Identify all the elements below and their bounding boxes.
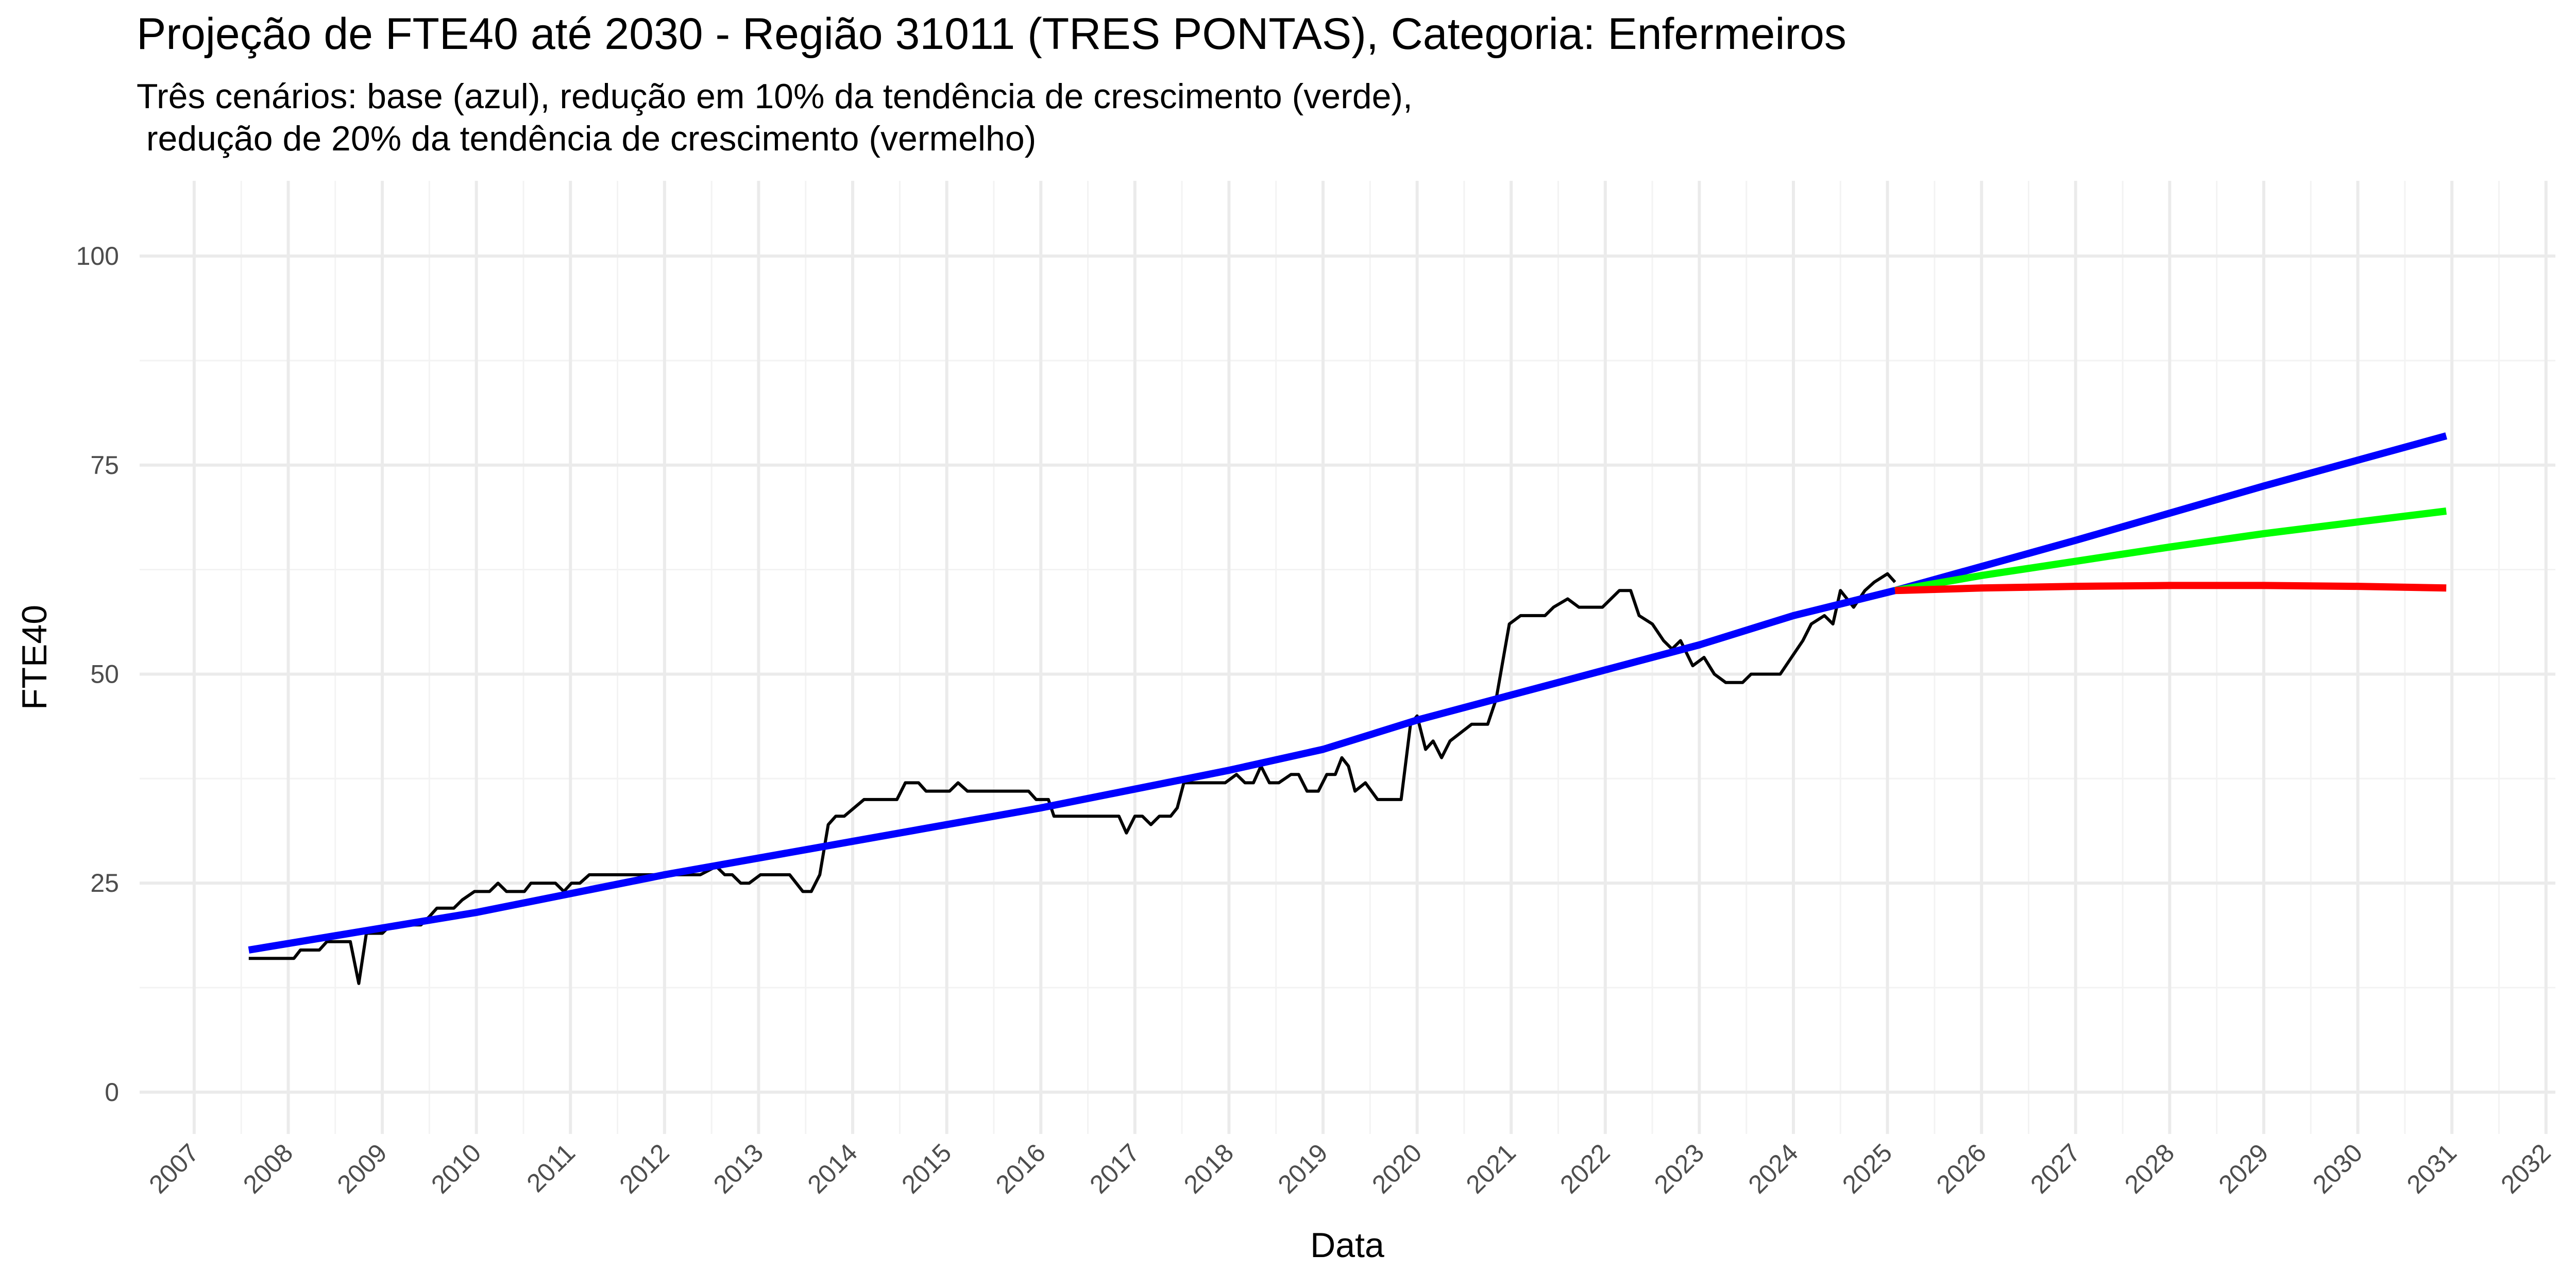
x-tick-label: 2026 — [1931, 1138, 1992, 1199]
x-tick-label: 2031 — [2401, 1138, 2462, 1199]
y-tick-label: 75 — [90, 451, 119, 480]
x-tick-label: 2020 — [1366, 1138, 1427, 1199]
x-tick-label: 2023 — [1649, 1138, 1709, 1199]
chart-title: Projeção de FTE40 até 2030 - Região 3101… — [137, 9, 1846, 59]
series-line — [1894, 507, 2447, 595]
x-tick-label: 2014 — [802, 1138, 863, 1199]
x-tick-label: 2027 — [2025, 1138, 2086, 1199]
chart-subtitle: redução de 20% da tendência de crescimen… — [137, 119, 1036, 158]
y-tick-label: 25 — [90, 869, 119, 897]
y-tick-label: 100 — [76, 242, 119, 270]
series-line — [1894, 582, 2447, 595]
x-tick-label: 2022 — [1554, 1138, 1615, 1199]
x-tick-label: 2017 — [1084, 1138, 1145, 1199]
x-tick-label: 2018 — [1178, 1138, 1239, 1199]
x-tick-label: 2029 — [2213, 1138, 2274, 1199]
y-axis-title: FTE40 — [15, 605, 54, 710]
x-tick-label: 2008 — [238, 1138, 298, 1199]
x-tick-label: 2019 — [1273, 1138, 1333, 1199]
x-tick-label: 2032 — [2495, 1138, 2556, 1199]
series-line — [248, 572, 1896, 985]
chart-subtitle: Três cenários: base (azul), redução em 1… — [137, 77, 1413, 116]
x-axis-title: Data — [1310, 1226, 1384, 1265]
y-tick-label: 50 — [90, 659, 119, 688]
x-tick-label: 2009 — [332, 1138, 393, 1199]
series-line — [248, 432, 2448, 954]
x-tick-label: 2012 — [614, 1138, 674, 1199]
x-tick-label: 2015 — [896, 1138, 957, 1199]
x-tick-label: 2028 — [2119, 1138, 2180, 1199]
x-tick-label: 2016 — [990, 1138, 1051, 1199]
x-tick-label: 2010 — [426, 1138, 486, 1199]
x-tick-label: 2011 — [521, 1138, 581, 1198]
x-tick-label: 2021 — [1461, 1138, 1521, 1199]
x-tick-label: 2030 — [2307, 1138, 2368, 1199]
y-tick-label: 0 — [105, 1078, 119, 1107]
x-tick-label: 2013 — [708, 1138, 769, 1199]
x-tick-label: 2007 — [143, 1138, 204, 1199]
x-tick-label: 2024 — [1743, 1138, 1804, 1199]
x-tick-label: 2025 — [1837, 1138, 1897, 1199]
